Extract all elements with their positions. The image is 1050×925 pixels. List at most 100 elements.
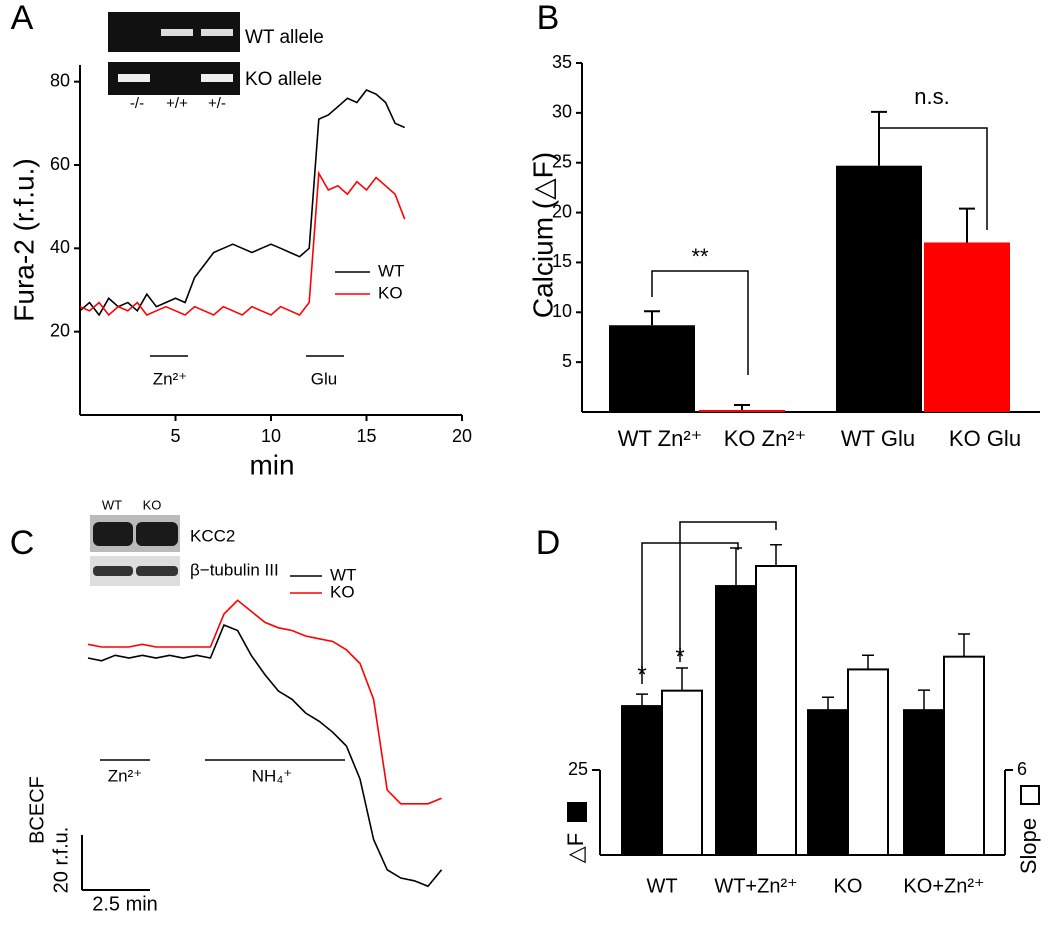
error-bar: [918, 689, 930, 711]
inset-label: +/-: [208, 95, 226, 112]
error-bar: [958, 633, 970, 657]
blot-band: [93, 566, 133, 576]
y-axis-label: Fura-2 (r.f.u.): [8, 158, 39, 321]
scale-title: BCECF: [26, 776, 48, 844]
error-bar: [676, 667, 688, 691]
annotation: Zn²⁺: [153, 369, 187, 388]
error-bar: [770, 544, 782, 566]
x-tick-label: WT: [646, 875, 677, 897]
bar: [943, 655, 985, 857]
scale-label: 20 r.f.u.: [50, 827, 72, 894]
panel-letter: A: [11, 0, 34, 37]
y-tick-label: 5: [562, 351, 572, 371]
x-tick-label: 10: [261, 426, 281, 446]
panel-letter: B: [537, 0, 560, 37]
legend-label: WT: [330, 565, 356, 584]
bar: [609, 325, 695, 412]
panel-letter: D: [536, 524, 561, 562]
error-bar: [730, 547, 742, 587]
x-tick-label: WT Glu: [841, 426, 915, 451]
bar: [847, 668, 889, 857]
inset-label: KO allele: [245, 69, 322, 90]
inset-label: -/-: [130, 95, 144, 112]
bar: [924, 242, 1010, 412]
legend-label: KO: [378, 283, 403, 302]
legend-label: KO: [330, 582, 355, 601]
y-tick-label: 80: [50, 70, 70, 90]
annotation: n.s.: [914, 84, 949, 109]
annotation: **: [691, 244, 709, 269]
series-line: [79, 170, 406, 317]
y-tick-label: 25: [552, 151, 572, 171]
error-bar: [959, 207, 975, 243]
annotation: *: [637, 661, 646, 688]
bar: [621, 705, 663, 857]
y-axis-label: Slope: [1016, 818, 1041, 874]
y-tick-label: 10: [552, 301, 572, 321]
annotation: *: [675, 643, 684, 670]
significance-bracket: [651, 270, 749, 375]
x-tick-label: 5: [170, 426, 180, 446]
x-tick-label: KO Zn²⁺: [724, 426, 807, 451]
error-bar: [862, 654, 874, 670]
y-tick-label: 20: [552, 201, 572, 221]
x-tick-label: 15: [356, 426, 376, 446]
bar: [755, 565, 797, 856]
gel-band: [201, 29, 233, 36]
y-tick-label: 15: [552, 251, 572, 271]
gel-band: [118, 74, 150, 82]
inset-label: WT: [102, 497, 122, 512]
x-tick-label: KO+Zn²⁺: [903, 875, 984, 897]
significance-bracket: [878, 127, 988, 230]
y-tick-label: 35: [552, 52, 572, 72]
error-bar: [822, 696, 834, 711]
bar: [661, 689, 703, 857]
gel-band: [201, 74, 233, 82]
inset-label: WT allele: [245, 27, 324, 48]
annotation: Glu: [311, 369, 337, 388]
y-tick-label: 25: [568, 759, 588, 779]
x-tick-label: 20: [452, 426, 472, 446]
inset-label: β−tubulin III: [190, 560, 279, 579]
series-line: [87, 623, 443, 888]
y-tick-label: 20: [50, 320, 70, 340]
x-tick-label: WT Zn²⁺: [618, 426, 703, 451]
inset-label: +/+: [166, 95, 188, 112]
blot-band: [136, 566, 178, 576]
y2-tick-label: 6: [1017, 759, 1027, 779]
y-tick-label: 60: [50, 154, 70, 174]
series-line: [79, 89, 406, 317]
inset-label: KO: [143, 497, 162, 512]
significance-bracket: [641, 542, 739, 684]
legend-label: WT: [378, 261, 404, 280]
legend-swatch: [567, 802, 587, 822]
series-line: [87, 599, 442, 805]
x-tick-label: WT+Zn²⁺: [714, 875, 797, 897]
inset-label: KCC2: [190, 526, 235, 545]
significance-bracket: [679, 521, 777, 662]
error-bar: [644, 310, 660, 326]
x-tick-label: KO Glu: [949, 426, 1021, 451]
panel-letter: C: [10, 524, 35, 562]
y-tick-label: 30: [552, 102, 572, 122]
y-tick-label: 40: [50, 237, 70, 257]
x-axis-label: min: [249, 449, 294, 480]
bar: [699, 410, 785, 412]
x-tick-label: KO: [834, 875, 863, 897]
y-axis-label: △F: [563, 833, 588, 863]
legend-swatch: [1020, 785, 1040, 805]
annotation: NH₄⁺: [252, 766, 292, 785]
bar: [807, 709, 849, 856]
scale-label: 2.5 min: [92, 893, 158, 915]
bar: [836, 165, 922, 412]
gel-band: [161, 29, 193, 36]
y-axis-label: Calcium (△F): [527, 152, 558, 318]
error-bar: [734, 404, 750, 411]
blot-band: [93, 522, 133, 546]
bar: [715, 585, 757, 856]
bar: [903, 709, 945, 856]
annotation: Zn²⁺: [108, 766, 142, 785]
blot-band: [136, 522, 178, 546]
